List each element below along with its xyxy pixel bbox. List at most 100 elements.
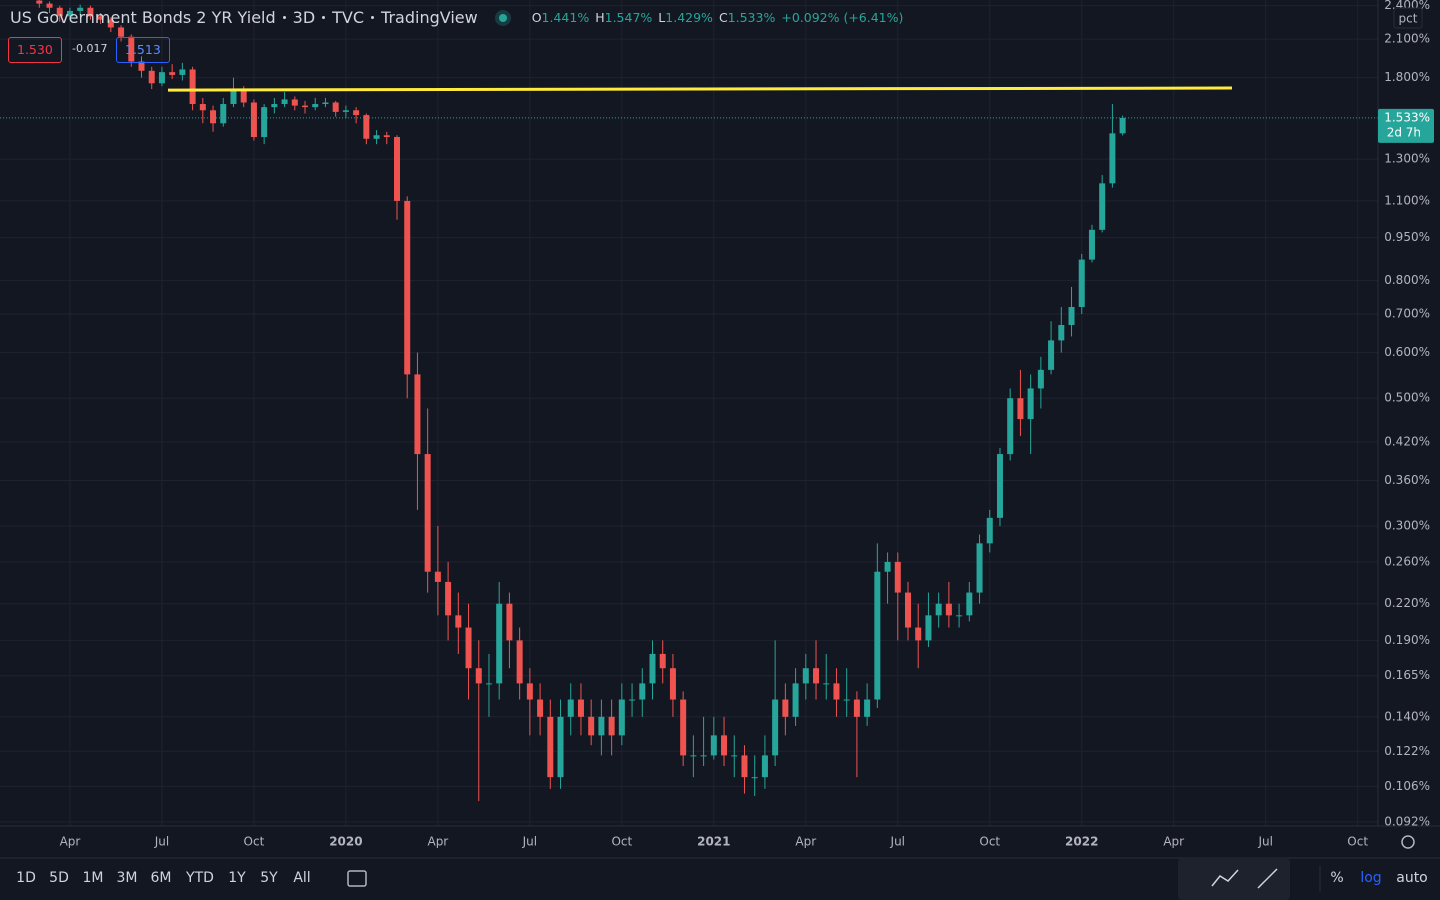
candle-body <box>690 755 697 757</box>
candle-body <box>813 668 820 684</box>
candle-body <box>465 627 472 669</box>
candle-body <box>1048 340 1055 370</box>
ohlc-label: L <box>658 10 666 25</box>
x-tick-label: Oct <box>611 835 632 849</box>
ohlc-label: O <box>531 10 542 25</box>
y-tick-label: 0.950% <box>1384 230 1430 244</box>
ohlc-item: L1.429% <box>658 10 713 25</box>
candle-body <box>629 699 636 701</box>
candle-body <box>77 7 84 11</box>
candle-body <box>230 89 237 105</box>
range-button[interactable]: All <box>293 870 311 886</box>
candle-body <box>373 135 380 139</box>
candle-body <box>66 10 73 17</box>
y-tick-label: 1.300% <box>1384 152 1430 166</box>
candle-body <box>383 135 390 138</box>
candle-body <box>833 683 840 700</box>
x-tick-label: Oct <box>244 835 265 849</box>
candle-body <box>240 89 247 103</box>
buy-button[interactable]: 1.513 <box>116 37 170 63</box>
y-tick-label: 0.300% <box>1384 519 1430 533</box>
candle-body <box>1109 133 1116 184</box>
x-tick-label: Jul <box>890 835 905 849</box>
ohlc-legend: O1.441% H1.547% L1.429% C1.533% +0.092% … <box>532 10 904 25</box>
auto-toggle[interactable]: auto <box>1396 870 1428 886</box>
drawing-icon <box>1257 868 1278 889</box>
candle-body <box>107 19 114 28</box>
candle-body <box>823 683 830 685</box>
candle-body <box>659 653 666 669</box>
y-tick-label: 0.122% <box>1384 744 1430 758</box>
range-button[interactable]: 1D <box>16 870 36 886</box>
candle-body <box>1058 324 1065 341</box>
candle-body <box>618 699 625 736</box>
separator <box>371 16 375 19</box>
candle-body <box>649 653 656 684</box>
candle-body <box>721 735 728 756</box>
y-tick-label: 0.260% <box>1384 554 1430 568</box>
candle-body <box>680 699 687 756</box>
candle-body <box>1088 229 1095 260</box>
x-tick-label: 2020 <box>329 835 362 849</box>
candle-body <box>332 102 339 112</box>
candle-body <box>588 716 595 736</box>
candle-body <box>547 716 554 778</box>
ohlc-item: O1.441% <box>532 10 590 25</box>
axis-unit: pct <box>1399 12 1418 26</box>
candle-body <box>925 615 932 641</box>
candle-body <box>884 561 891 572</box>
percent-toggle[interactable]: % <box>1330 870 1344 886</box>
range-button[interactable]: YTD <box>186 870 214 886</box>
range-button[interactable]: 1M <box>82 870 104 886</box>
candle-body <box>179 69 186 75</box>
range-button[interactable]: 5D <box>49 870 69 886</box>
candle-body <box>935 603 942 616</box>
candle-body <box>996 454 1003 518</box>
candle-body <box>250 102 257 138</box>
y-tick-label: 0.190% <box>1384 633 1430 647</box>
candle-body <box>445 581 452 616</box>
candle-body <box>956 615 963 617</box>
log-toggle[interactable]: log <box>1360 870 1382 886</box>
date-range-icon <box>347 870 367 887</box>
candle-body <box>158 72 165 84</box>
candle-body <box>802 668 809 684</box>
symbol-title: US Government Bonds 2 YR Yield <box>10 8 276 27</box>
change: +0.092% (+6.41%) <box>781 10 904 25</box>
interval[interactable]: 3D <box>292 8 316 27</box>
ohlc-value: 1.533% <box>727 10 776 25</box>
ohlc-value: 1.441% <box>541 10 590 25</box>
trend-line <box>167 86 1233 92</box>
last-price-box <box>1378 108 1434 143</box>
y-tick-label: 1.100% <box>1384 193 1430 207</box>
x-tick-label: Jul <box>154 835 169 849</box>
candle-body <box>210 110 217 124</box>
candle-body <box>302 105 309 108</box>
range-button[interactable]: 1Y <box>228 870 246 886</box>
range-button[interactable]: 6M <box>150 870 172 886</box>
candle-body <box>394 137 400 201</box>
candle-body <box>772 699 779 756</box>
candle-body <box>741 755 748 778</box>
range-button[interactable]: 3M <box>116 870 138 886</box>
candle-body <box>118 27 125 37</box>
y-tick-label: 0.220% <box>1384 596 1430 610</box>
candle-body <box>894 561 901 593</box>
candle-body <box>46 3 53 8</box>
candle-body <box>271 104 278 108</box>
candle-body <box>853 699 860 717</box>
x-tick-label: Jul <box>522 835 537 849</box>
ohlc-item: H1.547% <box>595 10 652 25</box>
candle-body <box>608 716 615 736</box>
sell-button[interactable]: 1.530 <box>8 37 62 63</box>
candle-body <box>1068 306 1075 325</box>
range-button[interactable]: 5Y <box>260 870 278 886</box>
candle-body <box>424 454 431 572</box>
candle-body <box>496 603 503 684</box>
ohlc-label: C <box>718 10 728 25</box>
candle-body <box>455 615 462 628</box>
x-tick-label: 2022 <box>1065 835 1098 849</box>
candle-body <box>700 755 707 757</box>
candle-body <box>710 735 717 756</box>
